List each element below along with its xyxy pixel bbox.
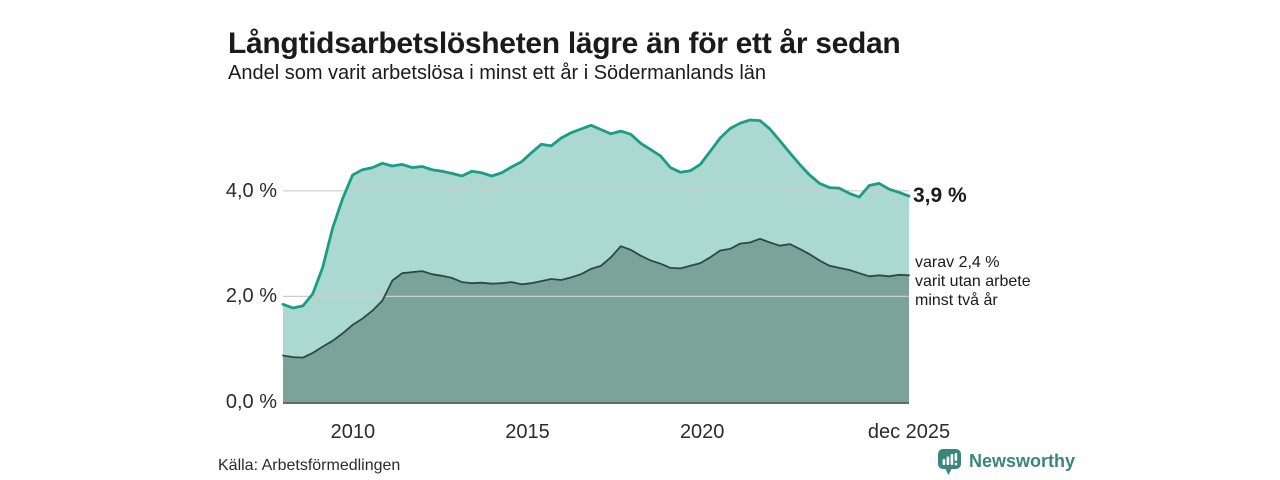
y-tick-label: 2,0 % [225, 285, 277, 308]
source-note: Källa: Arbetsförmedlingen [218, 457, 401, 474]
series-area-1 [283, 238, 909, 402]
y-tick-label: 0,0 % [225, 391, 277, 413]
chart-subtitle: Andel som varit arbetslösa i minst ett å… [228, 62, 767, 84]
series-line-0 [281, 118, 911, 310]
x-tick-label: 2020 [679, 421, 725, 443]
chart-title: Långtidsarbetslösheten lägre än för ett … [228, 27, 901, 61]
newsworthy-logo-icon [938, 449, 962, 480]
y-tick-label: 4,0 % [225, 179, 277, 202]
end-label-two-year-note: varav 2,4 % varit utan arbete minst två … [915, 254, 1031, 309]
x-tick-label: dec 2025 [867, 421, 951, 443]
x-tick-label: 2010 [330, 421, 376, 443]
x-tick-label: 2015 [505, 421, 550, 443]
end-label-latest-total: 3,9 % [913, 184, 967, 207]
series-line-1 [282, 237, 910, 359]
newsworthy-logo-text: Newsworthy [969, 451, 1076, 471]
newsworthy-logo: Newsworthy [938, 449, 1075, 475]
